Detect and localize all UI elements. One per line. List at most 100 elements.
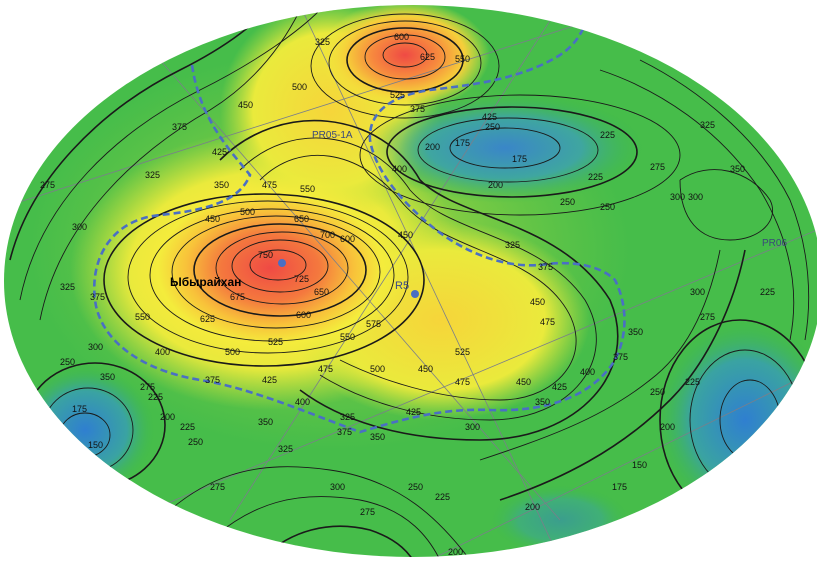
contour-label: 350 (628, 327, 643, 337)
contour-label: 225 (600, 130, 615, 140)
contour-label: 175 (612, 482, 627, 492)
contour-label: 225 (588, 172, 603, 182)
contour-label: 150 (632, 460, 647, 470)
well-label-r5: R5 (395, 280, 409, 292)
boundary-line (92, 24, 626, 434)
contour-label: 425 (406, 407, 421, 417)
contour-label: 150 (88, 440, 103, 450)
contour-label: 600 (340, 234, 355, 244)
contour-label: 475 (262, 180, 277, 190)
contour-label: 275 (650, 162, 665, 172)
contour-label: 225 (760, 287, 775, 297)
contour-label: 225 (685, 377, 700, 387)
contour-label: 475 (540, 317, 555, 327)
contour-label: 175 (72, 404, 87, 414)
contour-label: 400 (392, 164, 407, 174)
low-southwest (15, 365, 155, 495)
contour-label: 250 (408, 482, 423, 492)
contour-label: 175 (455, 138, 470, 148)
contour-label: 550 (300, 184, 315, 194)
contour-label: 625 (420, 52, 435, 62)
contour-label: 425 (212, 147, 227, 157)
contour-label: 300 (88, 342, 103, 352)
contour-label: 450 (398, 230, 413, 240)
contour-label: 500 (292, 82, 307, 92)
contour-label: 550 (455, 54, 470, 64)
contour-label: 600 (296, 310, 311, 320)
contour-label: 425 (552, 382, 567, 392)
contour-label: 300 (465, 422, 480, 432)
contour-label: 325 (315, 37, 330, 47)
contour-label: 700 (320, 230, 335, 240)
low-northeast (365, 93, 645, 203)
contour-label: 350 (370, 432, 385, 442)
contour-label: 250 (485, 122, 500, 132)
contour-label: 350 (258, 417, 273, 427)
contour-label: 450 (418, 364, 433, 374)
contour-label: 500 (370, 364, 385, 374)
contour-label: 575 (366, 319, 381, 329)
contour-label: 250 (650, 387, 665, 397)
contour-label: 350 (730, 164, 745, 174)
contour-label: 350 (535, 397, 550, 407)
profile-label-pr05-1a: PR05-1A (312, 130, 353, 141)
contour-label: 300 (330, 482, 345, 492)
contour-label: 200 (660, 422, 675, 432)
contour-label: 325 (505, 240, 520, 250)
contour-label: 250 (188, 437, 203, 447)
contour-label: 525 (390, 90, 405, 100)
contour-label: 375 (613, 352, 628, 362)
contour-label: 250 (60, 357, 75, 367)
contour-label: 300 (688, 192, 703, 202)
contour-label: 375 (410, 104, 425, 114)
contour-label: 200 (160, 412, 175, 422)
well-marker-r5 (411, 290, 419, 298)
contour-label: 325 (340, 412, 355, 422)
contour-label: 225 (180, 422, 195, 432)
contour-label: 675 (230, 292, 245, 302)
contour-label: 200 (448, 547, 463, 557)
contour-label: 300 (670, 192, 685, 202)
contour-label: 225 (148, 392, 163, 402)
contour-label: 525 (455, 347, 470, 357)
contour-label: 625 (200, 314, 215, 324)
contour-label: 275 (700, 312, 715, 322)
area-label: Ыбырайхан (170, 275, 241, 289)
contour-label: 275 (210, 482, 225, 492)
profile-lines (9, 5, 817, 557)
contour-label: 400 (155, 347, 170, 357)
contour-label: 275 (360, 507, 375, 517)
contour-label: 525 (268, 337, 283, 347)
contour-label: 325 (278, 444, 293, 454)
contour-label: 300 (690, 287, 705, 297)
contour-label: 375 (538, 262, 553, 272)
contour-label: 400 (580, 367, 595, 377)
contour-label: 350 (100, 372, 115, 382)
contour-label: 450 (516, 377, 531, 387)
contour-label: 650 (294, 214, 309, 224)
contour-label: 325 (145, 170, 160, 180)
contour-label: 425 (482, 112, 497, 122)
well-marker (278, 259, 286, 267)
contour-label: 325 (700, 120, 715, 130)
contour-label: 250 (600, 202, 615, 212)
contour-label: 225 (435, 492, 450, 502)
profile-label-pr06: PR06 (762, 238, 787, 249)
contour-label: 350 (214, 180, 229, 190)
contour-label: 475 (455, 377, 470, 387)
contour-label: 425 (262, 375, 277, 385)
contour-label: 450 (205, 214, 220, 224)
contour-label: 200 (525, 502, 540, 512)
contour-label: 175 (512, 154, 527, 164)
contour-labels: 600 625 550 525 500 450 425 375 325 475 … (40, 32, 775, 557)
contour-label: 500 (225, 347, 240, 357)
contour-label: 450 (530, 297, 545, 307)
contour-label: 375 (172, 122, 187, 132)
contour-label: 375 (337, 427, 352, 437)
contour-label: 475 (318, 364, 333, 374)
contour-label: 375 (205, 375, 220, 385)
contour-label: 250 (560, 197, 575, 207)
contour-label: 550 (135, 312, 150, 322)
contour-label: 400 (295, 397, 310, 407)
